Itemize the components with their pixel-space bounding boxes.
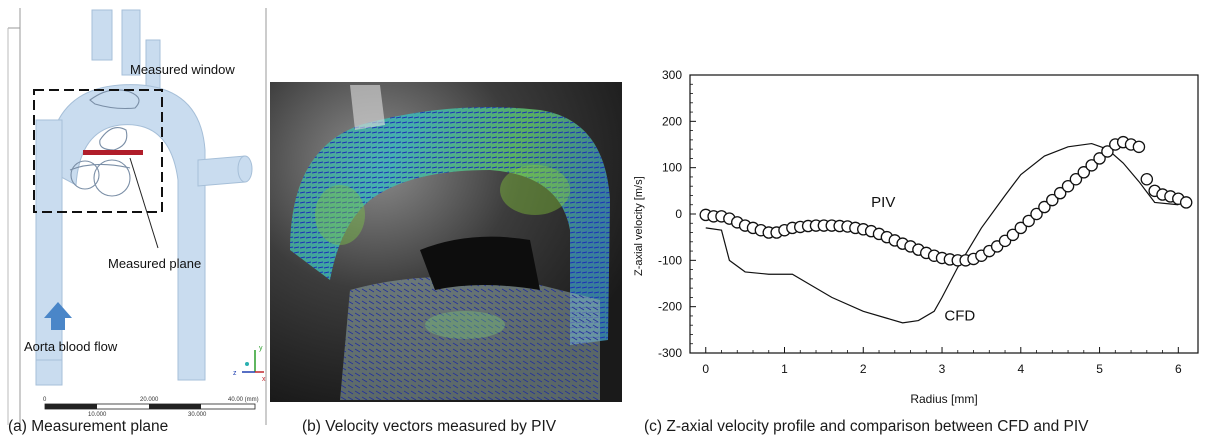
piv-point: [1085, 159, 1098, 172]
scale-tick-20: 20.000: [140, 397, 159, 403]
triad-y-label: y: [259, 345, 263, 352]
highlight-left: [315, 185, 365, 245]
aorta-model: [35, 9, 253, 386]
y-axis-label: Z-axial velocity [m/s]: [633, 176, 645, 276]
piv-point: [1053, 186, 1067, 200]
panel-c: 300 200 100 0 -100 -200 -300 0 1 2 3 4 5 6 Z-axial ve…: [622, 0, 1206, 439]
triad-z-label: z: [233, 370, 237, 377]
piv-point: [1046, 193, 1059, 207]
piv-point: [1038, 200, 1051, 214]
x-tick-label: 2: [860, 362, 867, 376]
y-tick-label: -200: [658, 300, 682, 314]
panel-a-caption: (a) Measurement plane: [8, 418, 169, 435]
scale-tick-30: 30.000: [188, 412, 207, 418]
piv-point: [1014, 221, 1028, 235]
measured-window-label: Measured window: [130, 62, 235, 77]
aorta-blood-flow-label: Aorta blood flow: [24, 339, 118, 354]
piv-point: [1030, 207, 1043, 221]
y-tick-label: -100: [658, 253, 682, 267]
measured-plane-label: Measured plane: [108, 256, 201, 271]
panel-a-diagram: Measured window Measured plane Aorta blo…: [7, 8, 267, 425]
reflection: [350, 85, 385, 130]
panel-c-caption: (c) Z-axial velocity profile and compari…: [644, 418, 1089, 435]
panel-a: Measured window Measured plane Aorta blo…: [0, 0, 270, 439]
x-tick-label: 1: [781, 362, 788, 376]
dark-region: [420, 236, 540, 290]
piv-point: [1093, 152, 1106, 165]
scale-tick-40: 40.00 (mm): [228, 397, 259, 403]
piv-point: [1069, 172, 1083, 186]
x-tick-label: 4: [1017, 362, 1024, 376]
measured-window-box: [33, 89, 163, 213]
piv-point: [1140, 172, 1154, 186]
piv-image: [270, 82, 622, 402]
piv-point: [1061, 179, 1075, 193]
x-axis-label: Radius [mm]: [910, 392, 977, 406]
axes-triad-icon: y z x: [233, 345, 266, 383]
piv-point: [1179, 196, 1193, 209]
panel-b-caption: (b) Velocity vectors measured by PIV: [302, 418, 557, 435]
y-tick-label: -300: [658, 346, 682, 360]
piv-point: [1022, 214, 1035, 228]
lower-vectors: [340, 276, 600, 400]
x-tick-label: 5: [1096, 362, 1103, 376]
piv-point: [1077, 166, 1091, 179]
measured-plane-leader: [129, 157, 159, 249]
scale-bar: 0 20.000 40.00 (mm) 10.000 30.000: [43, 397, 259, 418]
measured-plane-bar: [83, 150, 143, 155]
x-tick-label: 6: [1175, 362, 1182, 376]
panel-b: (b) Velocity vectors measured by PIV: [270, 0, 622, 439]
x-tick-label: 0: [702, 362, 709, 376]
x-tick-label: 3: [939, 362, 946, 376]
y-tick-label: 0: [675, 207, 682, 221]
arch-vectors: [290, 107, 610, 345]
y-tick-label: 200: [662, 114, 682, 128]
cfd-annotation: CFD: [944, 308, 975, 325]
velocity-profile-chart: 300 200 100 0 -100 -200 -300 0 1 2 3 4 5 6 Z-axial ve…: [633, 68, 1199, 406]
triad-x-label: x: [262, 376, 266, 383]
highlight-lower: [425, 311, 505, 339]
piv-annotation: PIV: [871, 194, 895, 211]
scale-tick-0: 0: [43, 397, 47, 403]
highlight-right: [500, 165, 570, 215]
piv-point: [1006, 228, 1020, 242]
scale-tick-10: 10.000: [88, 412, 107, 418]
flow-arrow-icon: [44, 302, 72, 330]
y-tick-label: 100: [662, 161, 682, 175]
y-tick-label: 300: [662, 68, 682, 82]
piv-point: [1132, 140, 1146, 154]
piv-point: [1101, 145, 1114, 158]
